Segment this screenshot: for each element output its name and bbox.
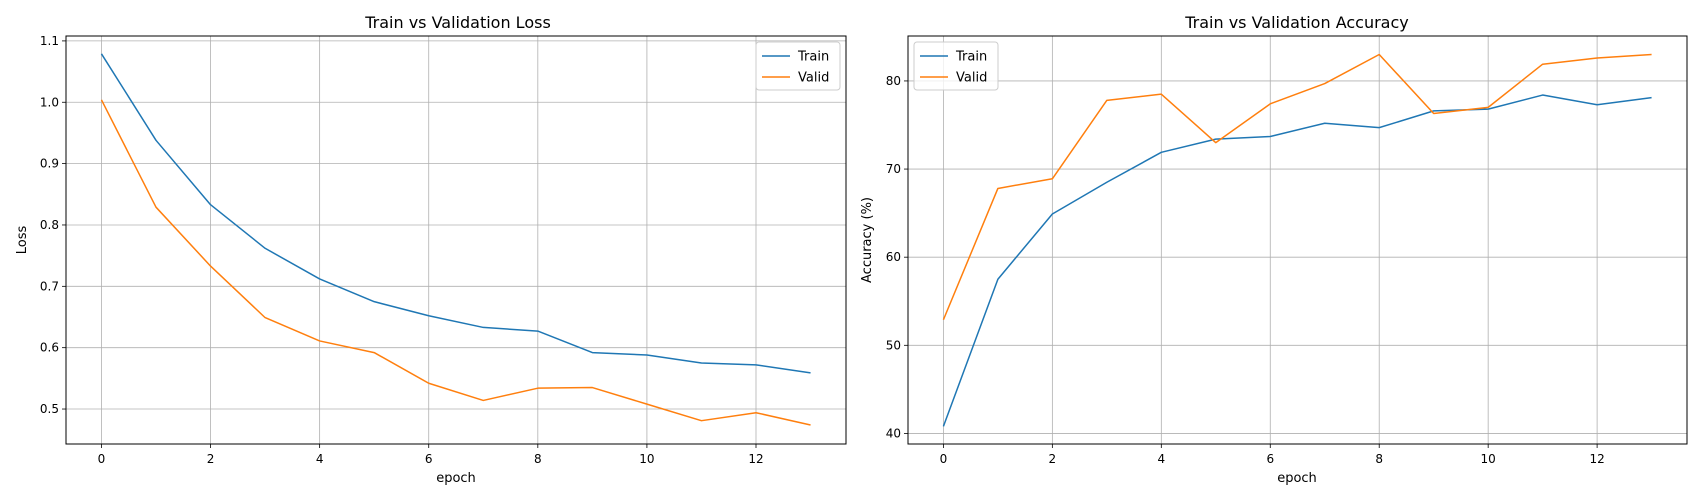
accuracy-chart-panel: Train vs Validation Accuracy 0 2 4 6 8 10 12 4… bbox=[860, 13, 1688, 486]
loss-x-tick-label: 12 bbox=[748, 452, 763, 466]
loss-x-tick-label: 4 bbox=[316, 452, 324, 466]
accuracy-y-tick-label: 80 bbox=[886, 74, 901, 88]
loss-legend-label-valid: Valid bbox=[798, 71, 829, 86]
loss-legend: Train Valid bbox=[755, 41, 841, 91]
accuracy-y-tick-label: 70 bbox=[886, 162, 901, 176]
loss-series-valid-line bbox=[100, 99, 811, 426]
loss-x-tick-label: 6 bbox=[425, 452, 433, 466]
loss-y-tick-label: 0.6 bbox=[40, 341, 59, 355]
loss-chart-title: Train vs Validation Loss bbox=[364, 13, 551, 32]
accuracy-x-axis-label: epoch bbox=[1277, 471, 1317, 486]
loss-y-tick-label: 0.5 bbox=[40, 402, 59, 416]
accuracy-x-tick-label: 10 bbox=[1481, 452, 1496, 466]
accuracy-x-tick-label: 6 bbox=[1266, 452, 1274, 466]
accuracy-y-axis-label: Accuracy (%) bbox=[860, 197, 875, 283]
loss-y-tick-label: 1.0 bbox=[40, 95, 59, 109]
loss-x-tick-label: 2 bbox=[207, 452, 215, 466]
accuracy-x-tick-label: 8 bbox=[1375, 452, 1383, 466]
accuracy-legend-label-train: Train bbox=[955, 50, 987, 65]
accuracy-x-tick-label: 2 bbox=[1049, 452, 1057, 466]
loss-y-tick-label: 1.1 bbox=[40, 34, 59, 48]
loss-x-tick-label: 8 bbox=[534, 452, 542, 466]
loss-x-tick-label: 0 bbox=[98, 452, 106, 466]
loss-y-tick-label: 0.8 bbox=[40, 218, 59, 232]
accuracy-series-valid-line bbox=[942, 53, 1652, 321]
accuracy-x-tick-label: 12 bbox=[1589, 452, 1604, 466]
accuracy-x-tick-label: 4 bbox=[1157, 452, 1165, 466]
accuracy-series-train-line bbox=[942, 94, 1652, 427]
accuracy-plot-frame bbox=[907, 35, 1688, 445]
accuracy-chart-title: Train vs Validation Accuracy bbox=[1184, 13, 1409, 32]
accuracy-y-tick-label: 60 bbox=[886, 250, 901, 264]
loss-y-tick-label: 0.7 bbox=[40, 279, 59, 293]
loss-y-axis-label: Loss bbox=[15, 226, 30, 255]
accuracy-y-tick-label: 40 bbox=[886, 426, 901, 440]
accuracy-legend-box bbox=[913, 41, 999, 91]
loss-series-train-line bbox=[100, 53, 811, 374]
loss-legend-box bbox=[755, 41, 841, 91]
loss-x-tick-label: 10 bbox=[639, 452, 654, 466]
loss-plot-frame bbox=[65, 35, 847, 445]
loss-legend-label-train: Train bbox=[797, 50, 829, 65]
loss-chart-panel: Train vs Validation Loss 0 2 4 6 8 10 12 0.5 0.… bbox=[15, 13, 847, 486]
loss-y-tick-label: 0.9 bbox=[40, 157, 59, 171]
accuracy-legend-label-valid: Valid bbox=[956, 71, 987, 86]
accuracy-x-tick-label: 0 bbox=[940, 452, 948, 466]
loss-x-axis-label: epoch bbox=[436, 471, 476, 486]
accuracy-y-tick-label: 50 bbox=[886, 338, 901, 352]
accuracy-legend: Train Valid bbox=[913, 41, 999, 91]
